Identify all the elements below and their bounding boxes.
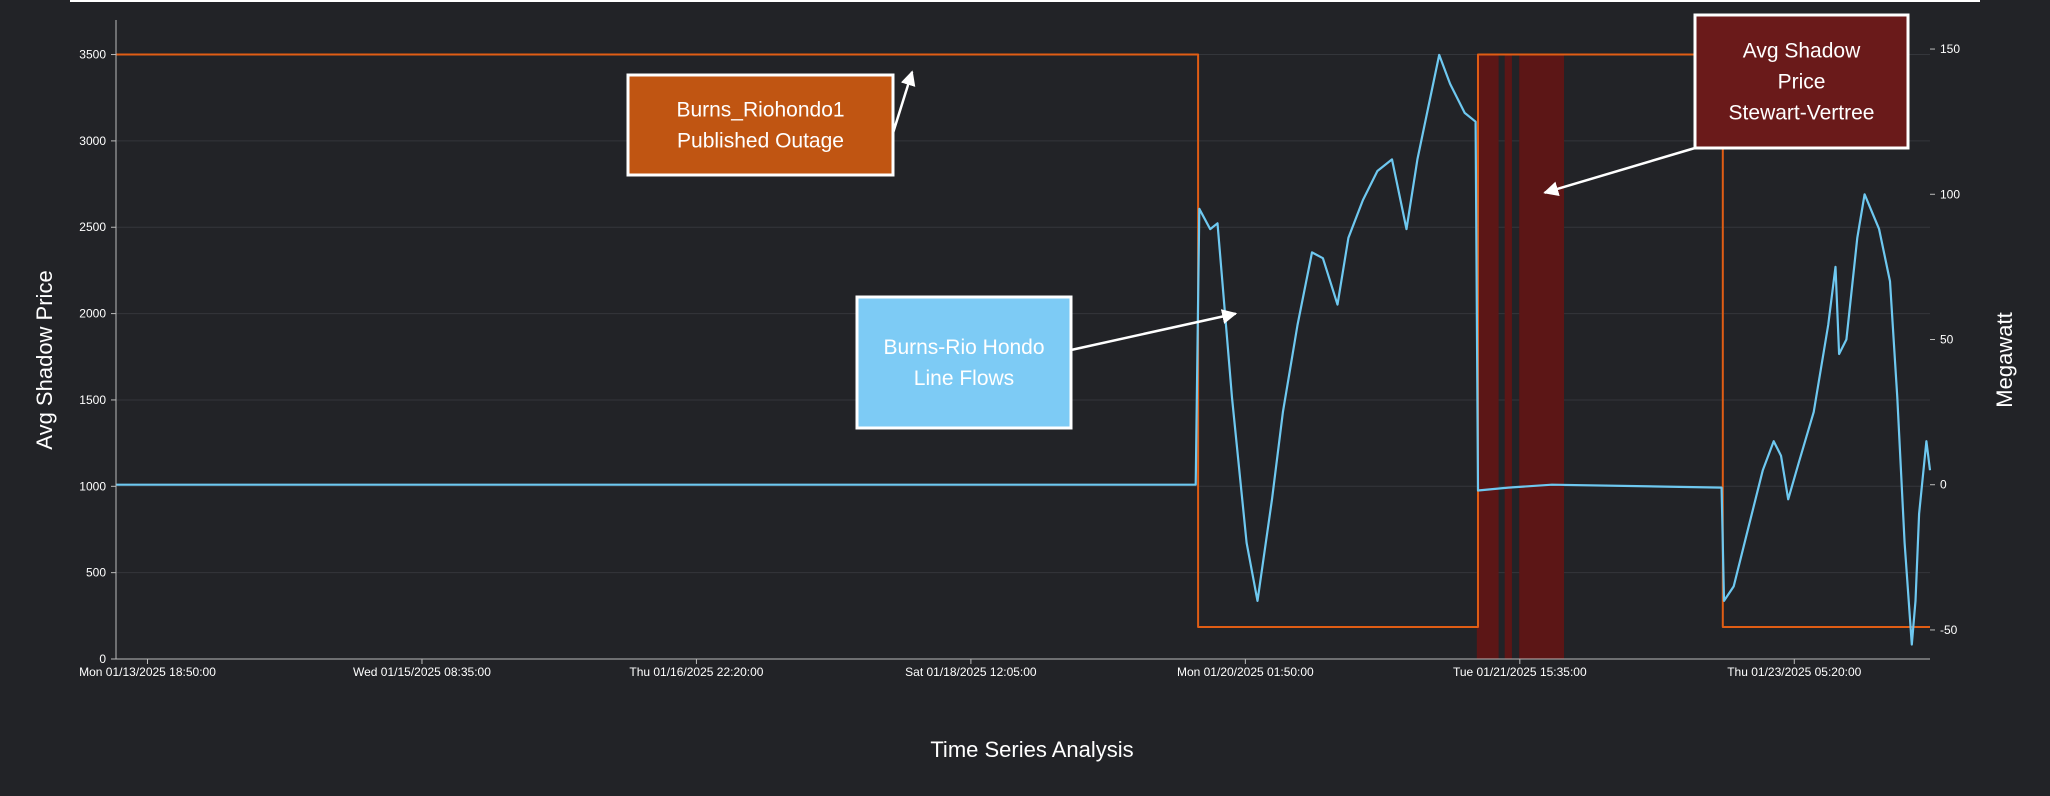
y-left-tick-label: 1000 — [79, 479, 106, 493]
shadow-callout-text: Avg Shadow — [1743, 40, 1861, 63]
y-left-tick-label: 2000 — [79, 307, 106, 321]
outage-callout-box — [626, 73, 895, 177]
y-left-tick-label: 1500 — [79, 393, 106, 407]
y-left-tick-label: 2500 — [79, 220, 106, 234]
x-axis-title: Time Series Analysis — [930, 737, 1133, 762]
shadow-callout-text: Stewart-Vertree — [1729, 102, 1875, 125]
flow-callout-text: Burns-Rio Hondo — [883, 336, 1044, 359]
x-tick-label: Wed 01/15/2025 08:35:00 — [353, 665, 491, 679]
y-right-tick-label: -50 — [1940, 623, 1958, 637]
x-tick-label: Mon 01/20/2025 01:50:00 — [1177, 665, 1314, 679]
y-axis-right-title: Megawatt — [1992, 312, 2017, 407]
y-axis-left-title: Avg Shadow Price — [32, 270, 57, 449]
shadow-price-band — [1519, 54, 1565, 660]
x-tick-label: Thu 01/16/2025 22:20:00 — [629, 665, 763, 679]
axes: 0 500 1000 1500 2000 2500 3000 3500 -50 0 50 100 150… — [79, 20, 1960, 679]
line-flow-series-line — [116, 53, 1932, 646]
outage-callout-text: Burns_Riohondo1 — [676, 99, 844, 122]
series-layer — [116, 53, 1932, 646]
annotations: Burns_Riohondo1 Published Outage Burns-Rio… — [626, 13, 1910, 430]
x-tick-label: Mon 01/13/2025 18:50:00 — [79, 665, 216, 679]
outage-callout-text: Published Outage — [677, 130, 844, 153]
x-tick-label: Tue 01/21/2025 15:35:00 — [1453, 665, 1587, 679]
y-left-tick-label: 0 — [99, 652, 106, 666]
shadow-price-regions — [1476, 54, 1565, 660]
y-right-tick-label: 100 — [1940, 187, 1960, 201]
flow-callout-text: Line Flows — [914, 367, 1014, 390]
shadow-callout-text: Price — [1778, 71, 1826, 94]
y-right-tick-label: 0 — [1940, 478, 1947, 492]
y-right-tick-label: 150 — [1940, 42, 1960, 56]
shadow-price-band — [1476, 54, 1499, 660]
shadow-price-band — [1504, 54, 1512, 660]
shadow-callout-arrow — [1543, 146, 1696, 197]
outage-callout-arrow — [891, 70, 916, 134]
x-tick-label: Sat 01/18/2025 12:05:00 — [905, 665, 1037, 679]
y-left-tick-label: 3000 — [79, 134, 106, 148]
shadow-callout-box — [1693, 13, 1910, 150]
flow-callout-box — [855, 295, 1073, 430]
flow-callout-arrow — [1070, 309, 1238, 352]
x-tick-label: Thu 01/23/2025 05:20:00 — [1727, 665, 1861, 679]
y-left-tick-label: 500 — [86, 566, 106, 580]
y-left-tick-label: 3500 — [79, 48, 106, 62]
top-border — [70, 0, 1980, 2]
y-right-tick-label: 50 — [1940, 333, 1954, 347]
